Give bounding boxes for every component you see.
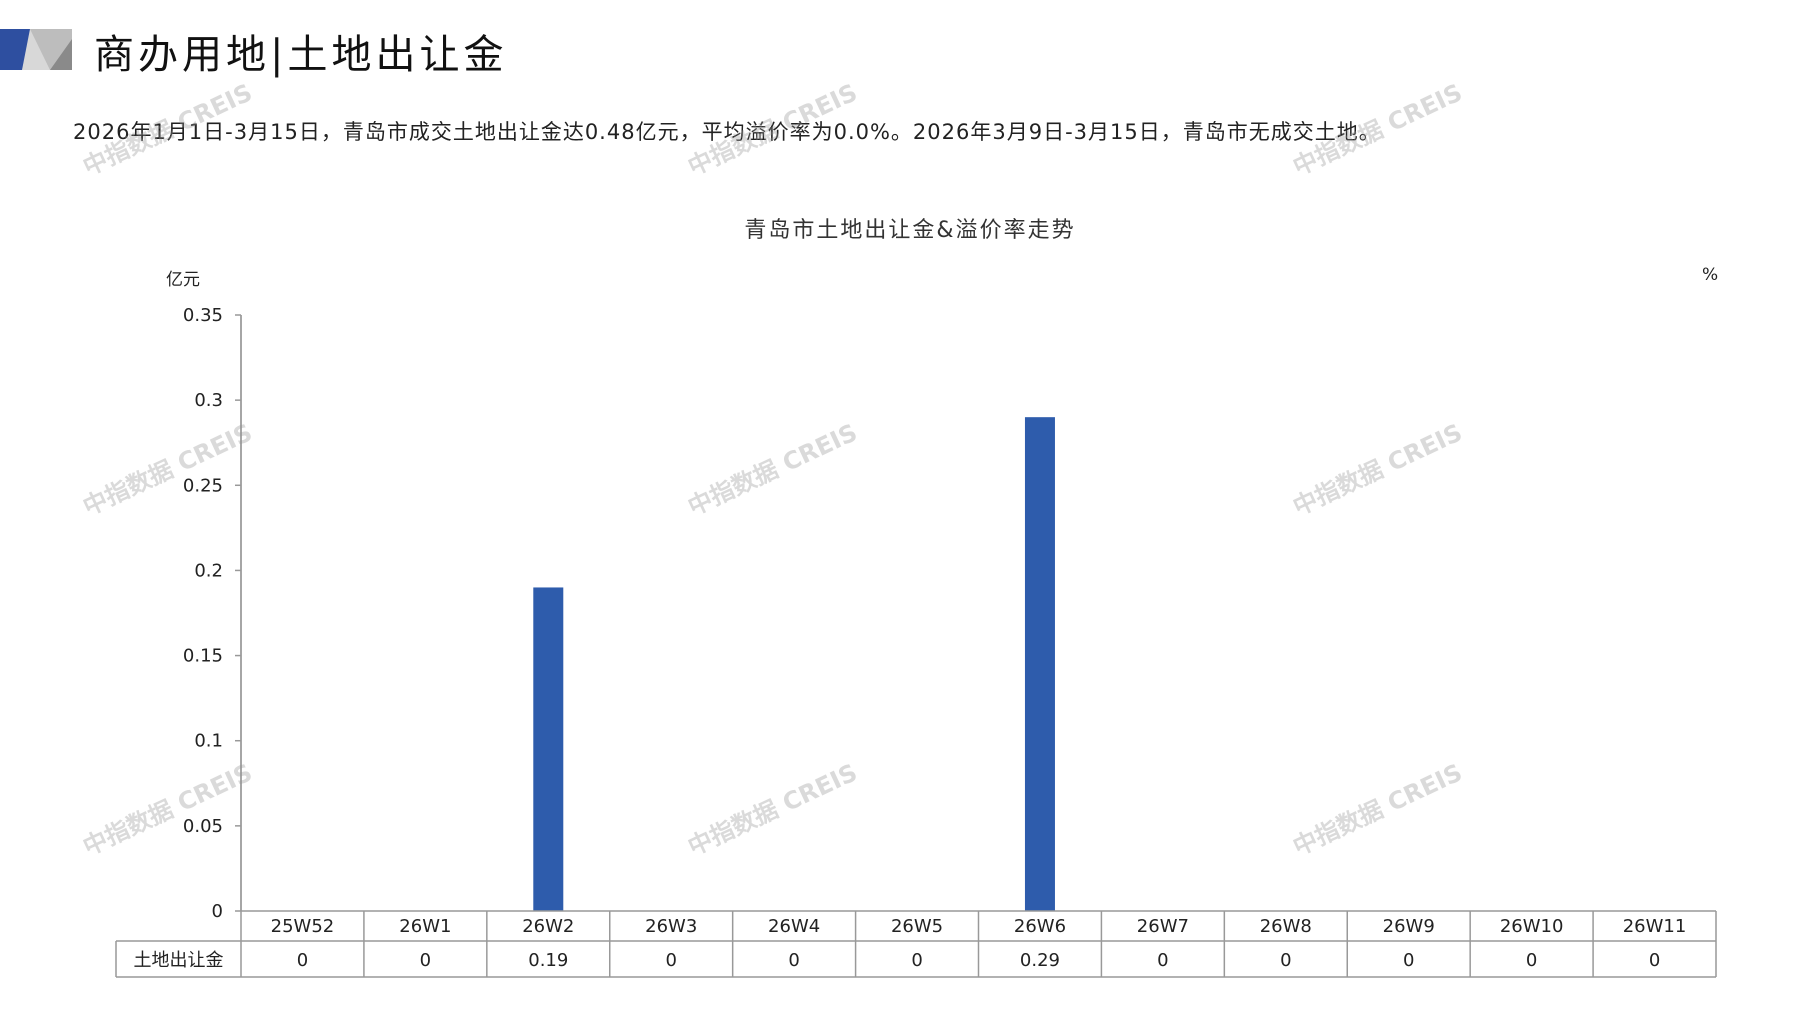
data-label: 0.19	[528, 950, 568, 971]
x-tick-label: 26W1	[399, 916, 451, 937]
x-tick-label: 26W5	[891, 916, 943, 937]
bar-26W6	[1024, 417, 1055, 911]
summary-text: 2026年1月1日-3月15日，青岛市成交土地出让金达0.48亿元，平均溢价率为…	[73, 120, 1381, 144]
data-label: 0	[911, 950, 922, 971]
y2-axis-unit: %	[1702, 265, 1719, 285]
x-tick-label: 26W6	[1014, 916, 1066, 937]
y-axis-unit: 亿元	[166, 270, 200, 290]
data-label: 0	[1280, 950, 1291, 971]
x-tick-label: 26W9	[1383, 916, 1435, 937]
x-tick-label: 26W10	[1500, 916, 1564, 937]
x-tick-label: 25W52	[271, 916, 335, 937]
data-label: 0	[1649, 950, 1660, 971]
y-tick-label: 0.1	[194, 731, 223, 752]
x-tick-label: 26W4	[768, 916, 820, 937]
data-label: 0	[788, 950, 799, 971]
x-tick-label: 26W3	[645, 916, 697, 937]
y-tick-label: 0.05	[183, 816, 223, 837]
bar-26W2	[533, 587, 564, 911]
data-label: 0	[665, 950, 676, 971]
y-tick-label: 0.15	[183, 646, 223, 667]
data-label: 0	[1157, 950, 1168, 971]
data-label: 0	[1526, 950, 1537, 971]
legend-series-name: 土地出让金	[134, 950, 224, 971]
data-label: 0	[1403, 950, 1414, 971]
y-tick-label: 0.2	[194, 560, 223, 581]
y-tick-label: 0.3	[194, 390, 223, 411]
chart-title: 青岛市土地出让金&溢价率走势	[744, 218, 1076, 243]
y-tick-label: 0.35	[183, 305, 223, 326]
y-tick-label: 0	[212, 901, 223, 922]
brand-logo	[0, 29, 72, 70]
data-label: 0	[420, 950, 431, 971]
x-tick-label: 26W2	[522, 916, 574, 937]
page-title: 商办用地|土地出让金	[94, 32, 508, 78]
x-tick-label: 26W8	[1260, 916, 1312, 937]
data-label: 0	[297, 950, 308, 971]
x-tick-label: 26W11	[1623, 916, 1687, 937]
x-tick-label: 26W7	[1137, 916, 1189, 937]
data-label: 0.29	[1020, 950, 1060, 971]
y-tick-label: 0.25	[183, 475, 223, 496]
